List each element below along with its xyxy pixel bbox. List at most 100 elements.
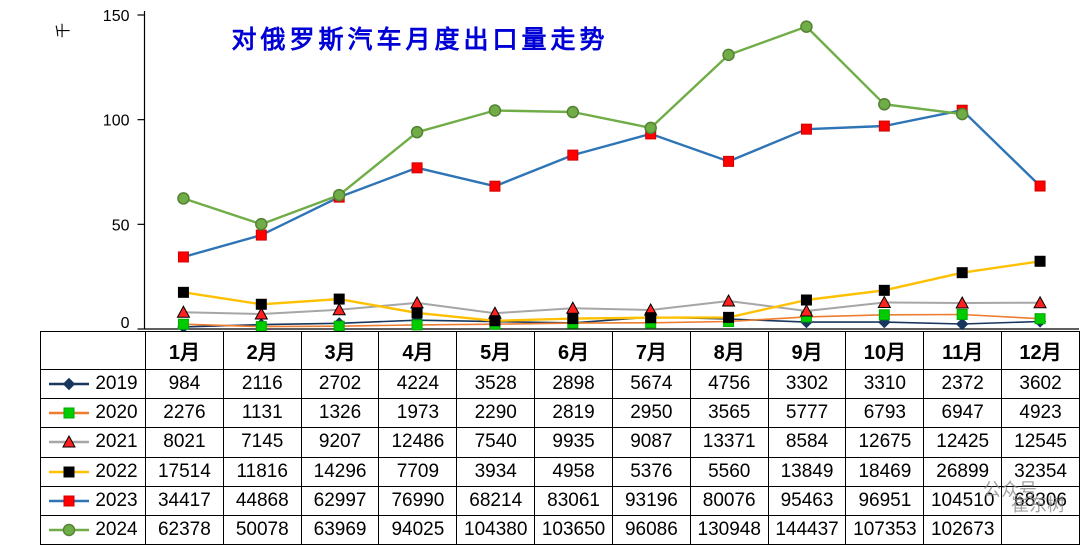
legend-marker-icon bbox=[49, 407, 90, 419]
table-header-row: 1月 2月 3月 4月 5月 6月 7月 8月 9月 10月 11月 12月 bbox=[40, 330, 1080, 371]
table-row: 2019 984 2116 2702 4224 3528 2898 5674 4756 3302 3… bbox=[40, 369, 1080, 400]
value-cell: 104380 bbox=[456, 514, 536, 545]
value-cell: 4224 bbox=[378, 369, 458, 400]
value-cell: 3934 bbox=[456, 456, 536, 487]
legend-marker-icon bbox=[49, 435, 90, 448]
value-cell: 102673 bbox=[923, 514, 1003, 545]
value-cell: 96951 bbox=[845, 485, 925, 516]
value-cell: 12545 bbox=[1001, 427, 1080, 458]
value-cell: 2276 bbox=[145, 398, 224, 429]
value-cell: 50078 bbox=[222, 514, 302, 545]
table-row: 2022 17514 11816 14296 7709 3934 4958 5376 5560 1… bbox=[40, 456, 1080, 487]
square-marker-icon bbox=[1034, 255, 1046, 267]
square-marker-icon bbox=[489, 180, 501, 192]
series-year-label: 2023 bbox=[95, 489, 138, 511]
month-header: 1月 bbox=[145, 330, 224, 371]
table-row: 2023 34417 44868 62997 76990 68214 83061 93196 8… bbox=[40, 485, 1080, 516]
square-marker-icon bbox=[333, 293, 345, 305]
value-cell: 4923 bbox=[1001, 398, 1080, 429]
value-cell: 130948 bbox=[689, 514, 769, 545]
series-legend-cell: 2019 bbox=[40, 369, 146, 400]
value-cell: 7145 bbox=[222, 427, 302, 458]
y-tick-label: 0 bbox=[121, 315, 130, 332]
data-table: 1月 2月 3月 4月 5月 6月 7月 8月 9月 10月 11月 12月 2019 984 2116 27… bbox=[40, 330, 1080, 545]
circle-marker-icon bbox=[255, 217, 268, 231]
diamond-marker-icon bbox=[63, 377, 76, 391]
square-marker-icon bbox=[177, 286, 189, 298]
square-marker-icon bbox=[255, 229, 267, 241]
legend-marker-icon bbox=[49, 523, 90, 537]
value-cell: 12486 bbox=[378, 427, 458, 458]
triangle-marker-icon bbox=[62, 435, 77, 448]
series-line-2024 bbox=[183, 25, 963, 226]
series-legend-cell: 2020 bbox=[40, 398, 146, 429]
value-cell: 6947 bbox=[923, 398, 1003, 429]
square-marker-icon bbox=[63, 466, 75, 478]
square-marker-icon bbox=[956, 267, 968, 279]
y-tick-label: 100 bbox=[103, 113, 130, 130]
value-cell: 3310 bbox=[845, 369, 925, 400]
square-marker-icon bbox=[333, 320, 345, 332]
value-cell: 2116 bbox=[222, 369, 302, 400]
square-marker-icon bbox=[489, 315, 501, 327]
value-cell: 3565 bbox=[689, 398, 769, 429]
series-legend-cell: 2021 bbox=[40, 427, 146, 458]
table-row: 2020 2276 1131 1326 1973 2290 2819 2950 3565 5777… bbox=[40, 398, 1080, 429]
square-marker-icon bbox=[567, 313, 579, 325]
value-cell: 83061 bbox=[534, 485, 613, 516]
triangle-marker-icon bbox=[955, 295, 970, 309]
month-header: 12月 bbox=[1001, 330, 1080, 371]
series-year-label: 2019 bbox=[95, 373, 138, 395]
value-cell: 103650 bbox=[534, 514, 613, 545]
value-cell: 2819 bbox=[534, 398, 613, 429]
circle-marker-icon bbox=[177, 192, 190, 205]
square-marker-icon bbox=[255, 298, 267, 310]
line-chart: 0 50 100 150 bbox=[103, 8, 1079, 332]
circle-marker-icon bbox=[332, 188, 346, 202]
square-marker-icon bbox=[723, 311, 735, 323]
value-cell: 2702 bbox=[300, 369, 380, 400]
month-header: 7月 bbox=[611, 330, 691, 371]
square-marker-icon bbox=[1034, 313, 1046, 325]
square-marker-icon bbox=[956, 308, 968, 320]
value-cell: 95463 bbox=[767, 485, 847, 516]
value-cell: 34417 bbox=[145, 485, 224, 516]
month-header: 10月 bbox=[845, 330, 925, 371]
circle-marker-icon bbox=[878, 98, 891, 111]
series-line-2023 bbox=[183, 108, 1041, 259]
value-cell: 63969 bbox=[300, 514, 380, 545]
month-header: 3月 bbox=[300, 330, 380, 371]
chart-title: 对俄罗斯汽车月度出口量走势 bbox=[231, 26, 609, 54]
square-marker-icon bbox=[411, 307, 423, 319]
value-cell: 96086 bbox=[611, 514, 691, 545]
series-legend-cell: 2023 bbox=[40, 485, 146, 516]
series-year-label: 2020 bbox=[95, 402, 138, 424]
value-cell: 62378 bbox=[145, 514, 224, 545]
month-header: 4月 bbox=[378, 330, 458, 371]
circle-marker-icon bbox=[63, 523, 76, 537]
value-cell: 3602 bbox=[1001, 369, 1080, 400]
triangle-marker-icon bbox=[254, 306, 269, 320]
square-marker-icon bbox=[723, 155, 735, 167]
value-cell: 9087 bbox=[611, 427, 691, 458]
value-cell: 44868 bbox=[222, 485, 302, 516]
value-cell: 4756 bbox=[689, 369, 769, 400]
square-marker-icon bbox=[177, 318, 189, 330]
value-cell: 144437 bbox=[767, 514, 847, 545]
value-cell: 1973 bbox=[378, 398, 458, 429]
series-line-2019 bbox=[183, 316, 1041, 328]
value-cell: 1131 bbox=[222, 398, 302, 429]
y-tick-label: 50 bbox=[112, 217, 130, 234]
value-cell: 3302 bbox=[767, 369, 847, 400]
circle-marker-icon bbox=[955, 107, 969, 121]
month-header: 5月 bbox=[456, 330, 536, 371]
value-cell: 12425 bbox=[923, 427, 1003, 458]
value-cell: 2372 bbox=[923, 369, 1003, 400]
value-cell: 80076 bbox=[689, 485, 769, 516]
value-cell: 104510 bbox=[923, 485, 1003, 516]
value-cell: 32354 bbox=[1001, 456, 1080, 487]
square-marker-icon bbox=[411, 162, 423, 174]
month-header: 2月 bbox=[222, 330, 302, 371]
value-cell: 12675 bbox=[845, 427, 925, 458]
value-cell: 107353 bbox=[845, 514, 925, 545]
